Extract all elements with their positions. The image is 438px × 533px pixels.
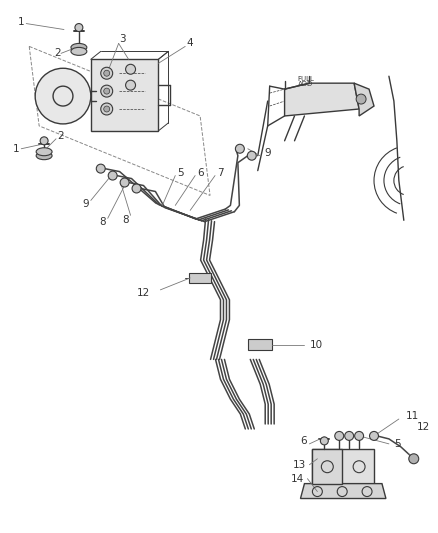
Text: 1: 1 <box>18 17 25 27</box>
Circle shape <box>335 431 344 440</box>
Circle shape <box>35 68 91 124</box>
Circle shape <box>247 151 256 160</box>
Circle shape <box>101 67 113 79</box>
Text: 10: 10 <box>309 340 322 350</box>
Bar <box>189 273 211 283</box>
Bar <box>312 449 374 483</box>
Bar <box>312 449 342 483</box>
Bar <box>248 338 272 351</box>
Circle shape <box>132 184 141 193</box>
Circle shape <box>356 94 366 104</box>
Ellipse shape <box>36 148 52 156</box>
Circle shape <box>320 437 328 445</box>
Text: 11: 11 <box>406 411 419 421</box>
Text: 5: 5 <box>394 439 400 449</box>
Circle shape <box>120 178 129 187</box>
Circle shape <box>101 103 113 115</box>
Text: 4: 4 <box>187 38 194 49</box>
Text: 13: 13 <box>293 460 307 470</box>
Text: 8: 8 <box>122 215 129 225</box>
Circle shape <box>40 137 48 145</box>
Circle shape <box>96 164 105 173</box>
Circle shape <box>104 106 110 112</box>
Circle shape <box>126 64 135 74</box>
Circle shape <box>101 85 113 97</box>
Text: 2: 2 <box>55 49 61 58</box>
Text: 3: 3 <box>119 35 126 44</box>
Ellipse shape <box>71 43 87 51</box>
Text: 1: 1 <box>13 144 20 154</box>
Polygon shape <box>285 83 359 116</box>
Text: 9: 9 <box>265 148 271 158</box>
Circle shape <box>104 70 110 76</box>
Text: 14: 14 <box>291 474 304 483</box>
Circle shape <box>126 80 135 90</box>
Polygon shape <box>354 83 374 116</box>
Text: 5: 5 <box>177 167 184 177</box>
Ellipse shape <box>36 152 52 160</box>
Circle shape <box>370 431 378 440</box>
Circle shape <box>75 23 83 31</box>
Text: 7: 7 <box>217 167 223 177</box>
Bar <box>91 59 159 131</box>
Circle shape <box>104 88 110 94</box>
Text: 6: 6 <box>197 167 203 177</box>
Text: 6: 6 <box>300 436 307 446</box>
Text: ADD: ADD <box>297 81 313 87</box>
Text: FULL: FULL <box>297 76 314 82</box>
Polygon shape <box>300 483 386 498</box>
Text: 12: 12 <box>417 422 430 432</box>
Text: 9: 9 <box>82 199 89 209</box>
Text: 2: 2 <box>58 131 64 141</box>
Text: 8: 8 <box>99 217 106 227</box>
Circle shape <box>108 171 117 180</box>
Circle shape <box>409 454 419 464</box>
Circle shape <box>345 431 353 440</box>
Circle shape <box>235 144 244 153</box>
Ellipse shape <box>71 47 87 55</box>
Circle shape <box>355 431 364 440</box>
Text: 12: 12 <box>137 288 150 298</box>
